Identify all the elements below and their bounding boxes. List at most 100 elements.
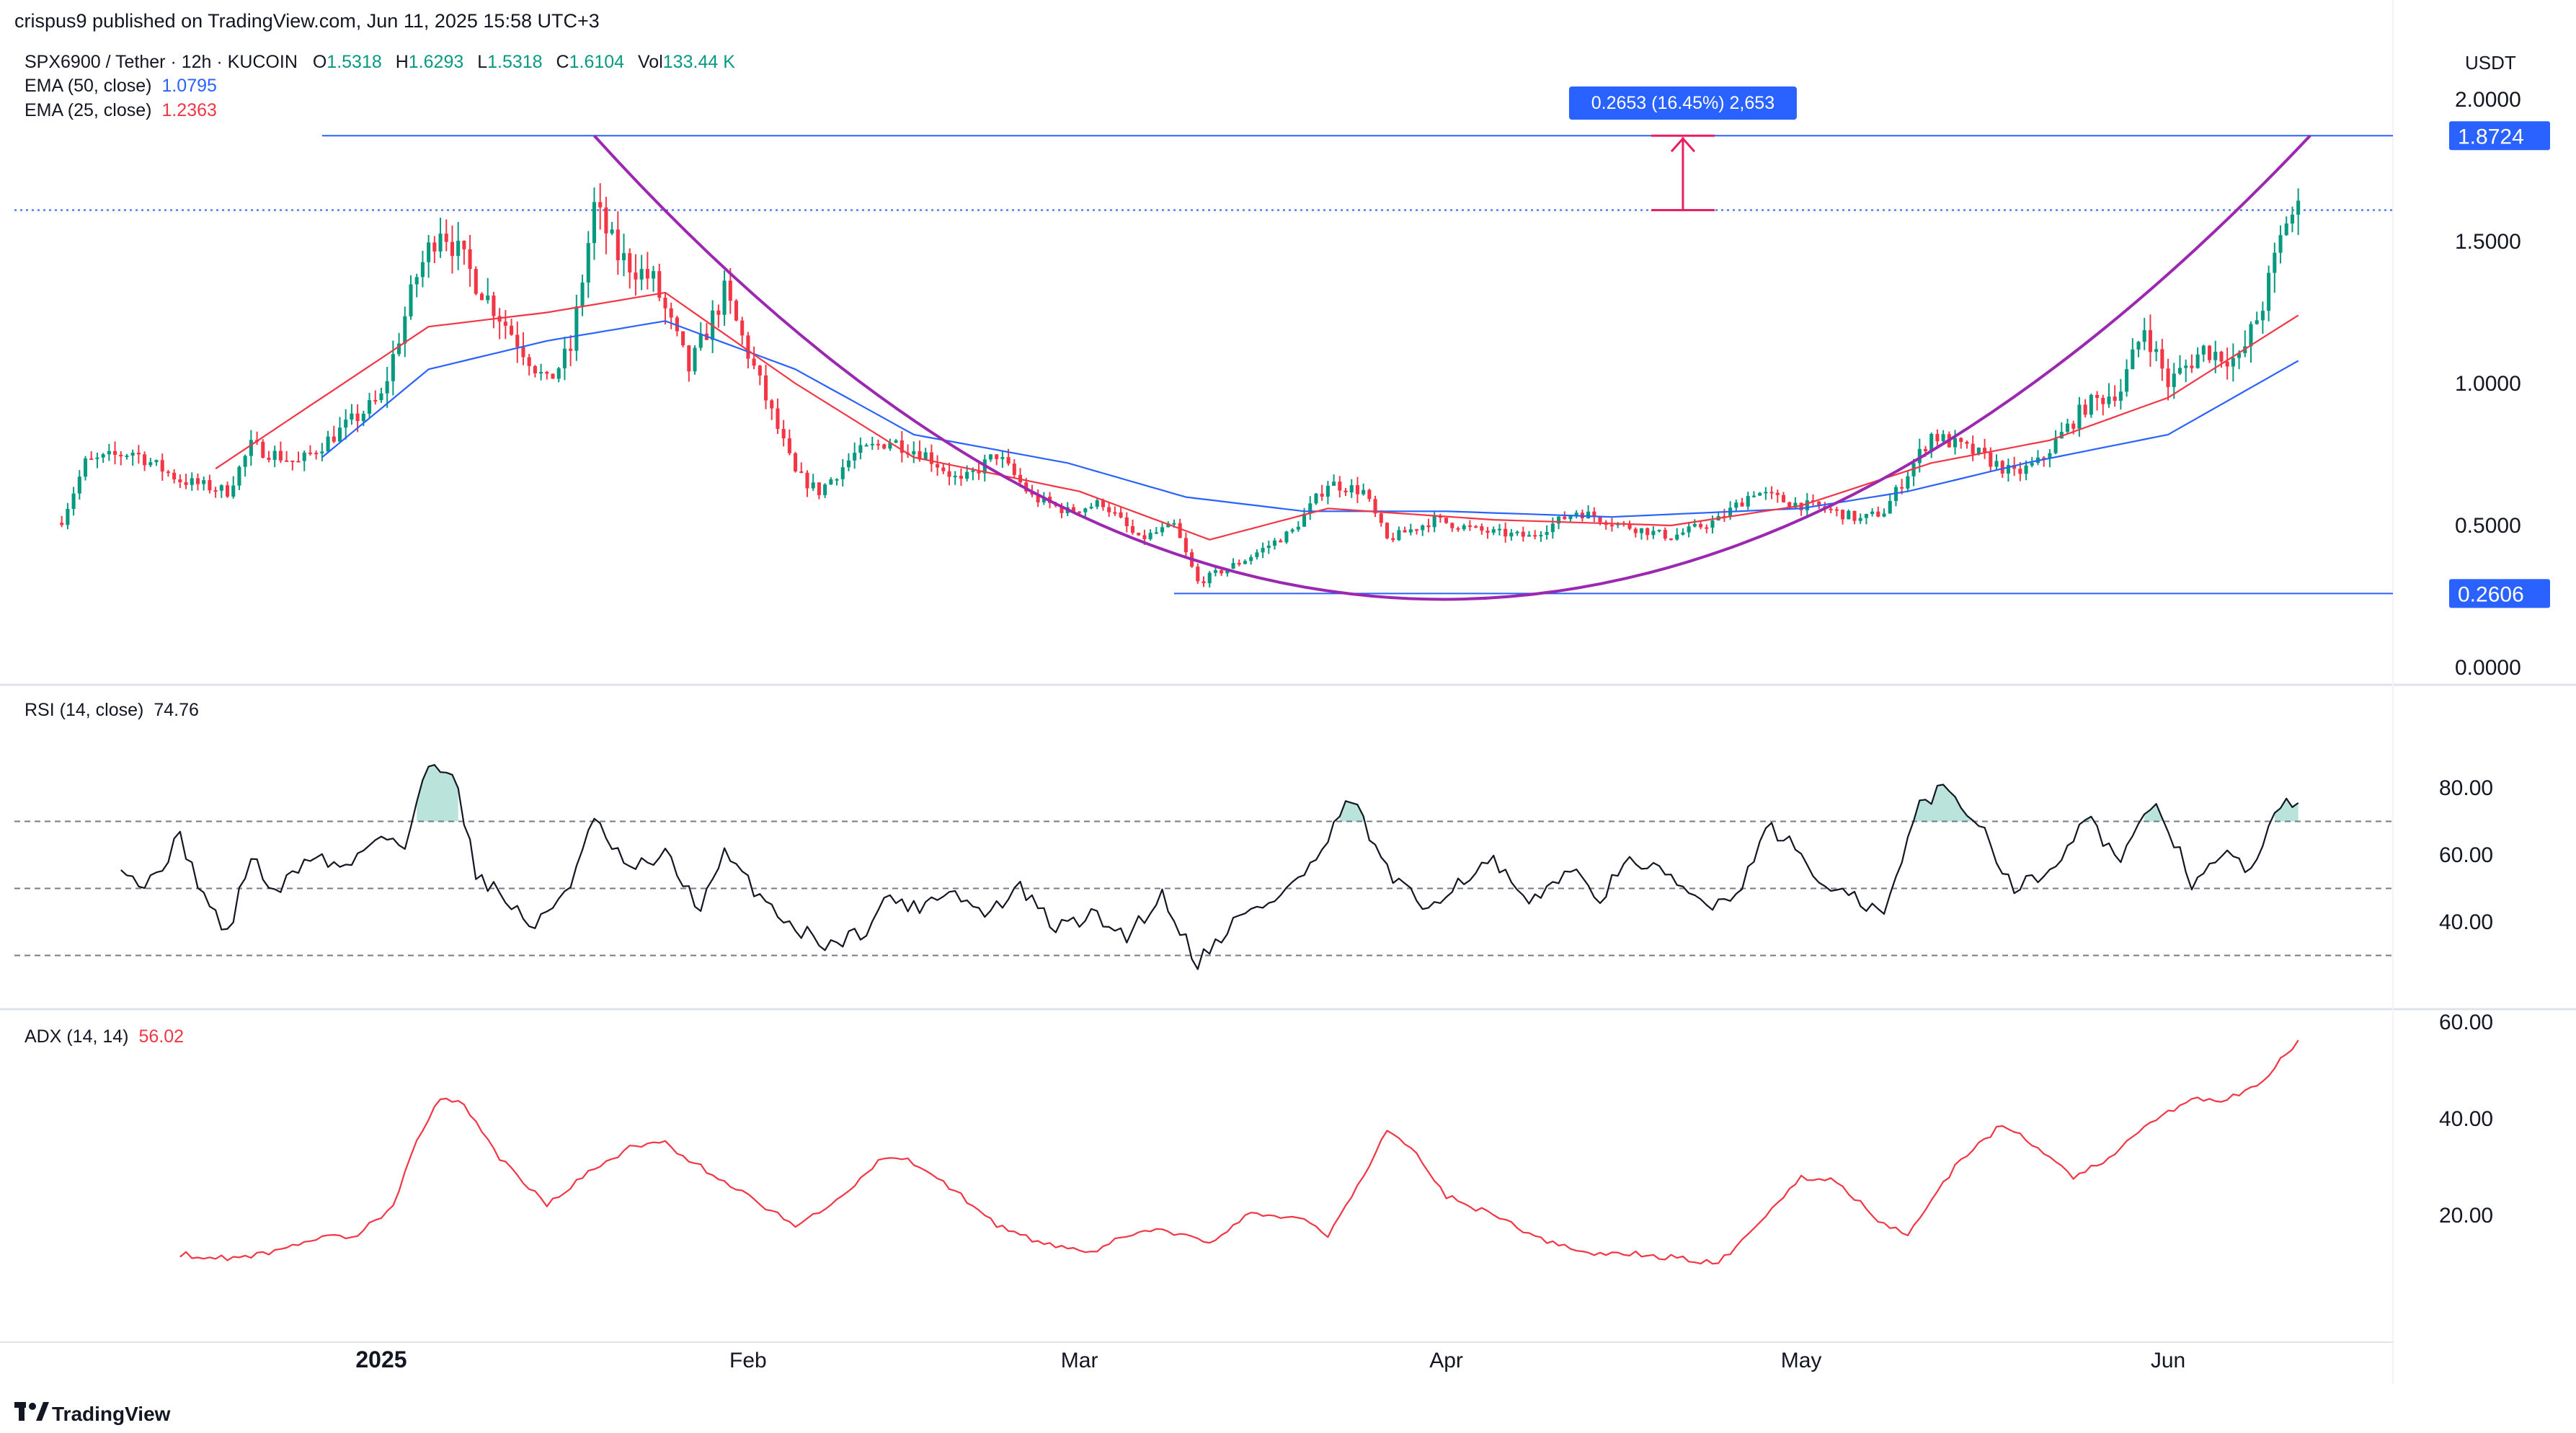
candle-body: [1237, 563, 1241, 565]
candle: [521, 332, 525, 365]
candle: [592, 187, 597, 260]
candle-body: [414, 277, 419, 285]
candle: [698, 322, 703, 351]
candle-body: [728, 280, 732, 301]
candle: [1012, 459, 1016, 479]
candle-body: [2160, 349, 2164, 369]
candle-body: [799, 471, 804, 473]
candle-body: [1497, 528, 1501, 531]
candle: [385, 366, 389, 408]
candle: [272, 445, 277, 468]
candle-body: [492, 296, 496, 316]
candle-body: [1817, 501, 1821, 507]
candle: [202, 476, 206, 491]
candle: [1308, 496, 1313, 520]
candle-body: [716, 310, 721, 315]
candle: [1657, 529, 1661, 533]
candle-body: [1379, 513, 1383, 523]
candle-body: [1491, 529, 1496, 533]
candle: [2136, 341, 2141, 358]
candle-body: [740, 320, 745, 336]
candle-body: [1314, 493, 1318, 504]
candle-body: [1758, 492, 1762, 496]
tradingview-logo[interactable]: TradingView: [14, 1402, 171, 1425]
candle-body: [1071, 507, 1075, 512]
candle-body: [598, 202, 603, 208]
candle: [947, 462, 951, 486]
candle: [953, 471, 957, 485]
candle: [468, 234, 472, 287]
low-value: 1.5318: [487, 52, 542, 72]
candle: [2065, 418, 2070, 435]
candle-body: [592, 202, 597, 244]
candle-body: [1095, 500, 1099, 507]
candle: [195, 473, 200, 491]
candle: [2095, 391, 2100, 411]
legend-ema25: EMA (25, close) 1.2363: [25, 100, 217, 120]
candle-body: [2059, 432, 2064, 439]
candle-body: [1687, 526, 1691, 533]
candle-body: [995, 454, 999, 459]
resistance-price-badge: [2449, 121, 2550, 151]
candle: [1983, 438, 1987, 459]
candle-body: [510, 325, 514, 335]
candle: [178, 474, 182, 488]
candle-body: [539, 372, 543, 374]
candle: [208, 474, 212, 494]
ema50-value: 1.0795: [161, 76, 216, 96]
candle-body: [1586, 511, 1591, 519]
time-tick-label: Apr: [1429, 1349, 1463, 1372]
candle: [1196, 563, 1200, 584]
candle-body: [669, 308, 673, 318]
candle: [278, 441, 283, 463]
candle-body: [2065, 423, 2070, 432]
legend-ohlc: SPX6900 / Tether · 12h · KUCOIN O1.5318 …: [25, 52, 735, 72]
candle: [285, 451, 289, 462]
candle-body: [1734, 502, 1738, 508]
candle-body: [621, 253, 626, 260]
candle: [2131, 338, 2135, 370]
candle-body: [763, 375, 768, 401]
candle: [1124, 512, 1129, 533]
candle-body: [1906, 476, 1910, 489]
candle-body: [1196, 567, 1200, 582]
candle-body: [503, 321, 507, 326]
candle: [302, 451, 306, 471]
rsi-line: [120, 763, 2299, 970]
candle: [2225, 347, 2229, 380]
candle-body: [1953, 438, 1958, 448]
candle: [1397, 526, 1401, 541]
candle-body: [1799, 502, 1803, 510]
candle: [1994, 454, 1999, 470]
candle-body: [1627, 523, 1632, 529]
candle-body: [569, 348, 573, 351]
candle: [367, 392, 372, 419]
candle: [2118, 378, 2123, 410]
candle-body: [746, 335, 750, 359]
candle-body: [545, 372, 549, 374]
candle-body: [409, 284, 413, 316]
candle-body: [77, 476, 81, 494]
candle-body: [1941, 434, 1945, 442]
candle-body: [876, 443, 881, 445]
rsi-pane: 80.00 60.00 40.00: [14, 763, 2493, 970]
candle: [586, 231, 590, 298]
candle: [657, 263, 662, 301]
candle-body: [2207, 345, 2212, 360]
candle-body: [1911, 463, 1916, 476]
candle: [1781, 492, 1786, 503]
candle: [1497, 523, 1501, 536]
candle-body: [1705, 527, 1709, 529]
candle-body: [604, 207, 608, 234]
candle-body: [66, 508, 70, 525]
price-tick-label: 1.5000: [2455, 230, 2521, 254]
candle-body: [1113, 512, 1117, 514]
candle: [1805, 493, 1809, 518]
candle-body: [1101, 500, 1105, 507]
candle-body: [2131, 349, 2135, 370]
candle-body: [1900, 487, 1904, 489]
candle-body: [1663, 530, 1667, 539]
candle-body: [1373, 499, 1377, 514]
candle: [2290, 206, 2294, 233]
candle-body: [1870, 511, 1875, 515]
